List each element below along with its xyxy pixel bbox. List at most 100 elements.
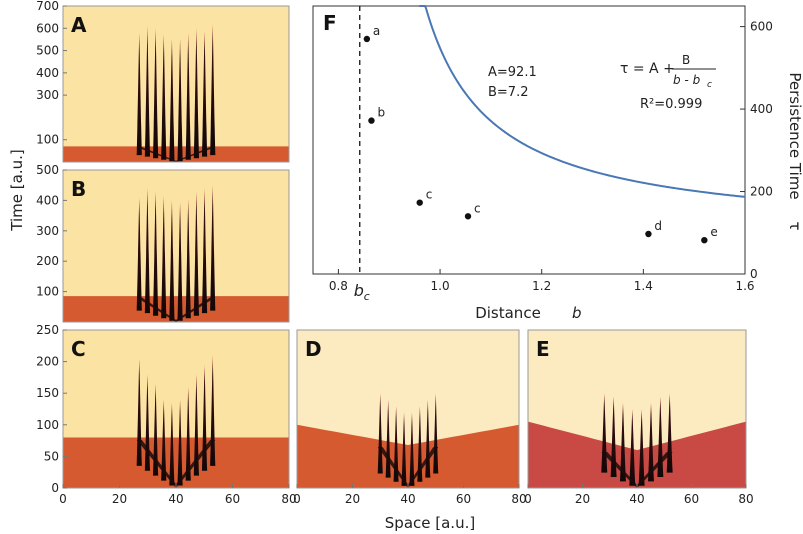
panel-d: D 0 20 40 60 80 (293, 329, 527, 506)
panel-a-ytick-label: 600 (36, 21, 59, 35)
panel-c-front (63, 437, 289, 488)
panel-e-xtick-label: 60 (684, 492, 699, 506)
panel-c-xtick-label: 40 (168, 492, 183, 506)
panel-a-ytick-label: 100 (36, 133, 59, 147)
panel-a-spike (210, 23, 216, 156)
panel-d-xtick-label: 40 (400, 492, 415, 506)
panel-b-front (63, 296, 289, 322)
panel-b-spike (169, 200, 175, 321)
panel-b-label: B (71, 177, 86, 201)
panel-b-spike (136, 197, 142, 311)
panel-f-formula-subscript: c (707, 80, 712, 90)
panel-f-point-label-1: b (377, 106, 385, 120)
panel-b-spike (152, 191, 159, 316)
panel-d-xtick-label: 20 (345, 492, 360, 506)
panel-d-v-wedge (377, 447, 439, 488)
panel-a-background (63, 6, 289, 162)
panel-c-spike (136, 358, 142, 466)
panel-b-spike (185, 198, 191, 319)
panel-d-label: D (305, 337, 322, 361)
panel-a-spike (161, 33, 167, 160)
panel-f-xtick-label: 1.2 (532, 279, 551, 293)
panel-f-xlabel: Distance (475, 304, 541, 322)
panel-e-v-wedge (601, 451, 673, 488)
panel-f-label: F (323, 11, 337, 35)
panel-b-spike (210, 185, 216, 311)
panel-d-spike (393, 405, 399, 482)
panel-f-ylabel-symbol: τ (786, 221, 803, 230)
panel-c-ytick-label: 250 (36, 323, 59, 337)
panel-f-xtick-label: 1.4 (634, 279, 653, 293)
panel-f-fit-curve (419, 5, 746, 198)
panel-b-spike (201, 188, 208, 314)
panel-c: C 0 50 100 150 200 250 0 20 40 60 80 (36, 323, 297, 506)
panel-c-xtick-label: 80 (281, 492, 296, 506)
panel-f-param-b: B=7.2 (488, 85, 529, 100)
panel-d-xtick-label: 0 (293, 492, 301, 506)
y-axis-title-time: Time [a.u.] (8, 149, 26, 231)
panel-f-point-0 (363, 35, 371, 43)
panel-a: A 100 300 400 500 600 700 (36, 0, 290, 163)
panel-a-spike (201, 30, 208, 157)
panel-a-spike (193, 28, 200, 159)
panel-c-ytick-label: 0 (51, 481, 59, 495)
panel-e-spike (619, 402, 626, 482)
panel-c-spike (193, 374, 200, 476)
panel-a-ytick-label: 400 (36, 66, 59, 80)
panel-a-ytick-label: 300 (36, 88, 59, 102)
panel-a-ytick-label: 500 (36, 44, 59, 58)
panel-c-xtick-label: 20 (112, 492, 127, 506)
panel-f-frame (312, 5, 746, 275)
panel-e-xtick-label: 80 (738, 492, 753, 506)
x-axis-title-space: Space [a.u.] (385, 514, 475, 532)
panel-c-label: C (71, 337, 86, 361)
panel-f-formula-numerator: B (682, 53, 690, 67)
panel-a-spike (169, 38, 175, 162)
panel-b-ytick-label: 300 (36, 224, 59, 238)
panel-f-ytick-label: 600 (750, 20, 773, 34)
panel-a-front (63, 146, 289, 162)
panel-e: E 0 20 40 60 80 (524, 329, 754, 506)
panel-f-ylabel: Persistence Time (786, 72, 803, 199)
panel-b-ytick-label: 500 (36, 163, 59, 177)
panel-b-spike (177, 201, 183, 321)
panel-f-formula-lhs: τ = A + (620, 61, 675, 77)
panel-d-xtick-label: 60 (456, 492, 471, 506)
panel-d-spike (417, 405, 423, 482)
panel-a-spike (177, 38, 183, 162)
panel-e-spike (629, 409, 636, 486)
panel-c-spike (210, 355, 216, 466)
panel-b-spike (144, 188, 151, 314)
panel-b-ytick-label: 400 (36, 193, 59, 207)
panel-f-ytick-label: 0 (750, 267, 758, 281)
panel-e-front (528, 421, 746, 488)
panel-f-point-label-5: e (710, 225, 717, 239)
panel-e-spike (657, 396, 664, 478)
panel-e-xtick-label: 20 (575, 492, 590, 506)
panel-e-xtick-label: 0 (524, 492, 532, 506)
panel-d-front (297, 424, 519, 488)
panel-c-spike (161, 399, 167, 481)
panel-a-spike (136, 32, 142, 156)
panel-c-spike (152, 383, 159, 476)
panel-f-xtick-label: 0.8 (329, 279, 348, 293)
panel-d-spike (401, 412, 407, 486)
panel-c-v-wedge (136, 439, 216, 488)
panel-f-r2: R²=0.999 (640, 97, 702, 112)
panel-a-label: A (71, 13, 87, 37)
panel-f-point-label-0: a (373, 24, 380, 38)
panel-c-ytick-label: 200 (36, 355, 59, 369)
panel-e-spike (610, 396, 617, 478)
panel-b-ytick-label: 200 (36, 254, 59, 268)
panel-f-bc-label: b (354, 281, 364, 300)
panel-e-spike (648, 402, 655, 482)
panel-d-spike (377, 393, 383, 474)
panel-c-spike (185, 386, 191, 481)
panel-f-formula-denominator: b - b (673, 73, 701, 87)
panel-f-point-5 (701, 236, 708, 244)
panel-b-ytick-label: 100 (36, 285, 59, 299)
panel-b-spike (193, 191, 200, 316)
panel-f-xtick-label: 1.0 (431, 279, 450, 293)
panel-a-frame (62, 5, 290, 163)
panel-a-ytick-label: 700 (36, 0, 59, 13)
